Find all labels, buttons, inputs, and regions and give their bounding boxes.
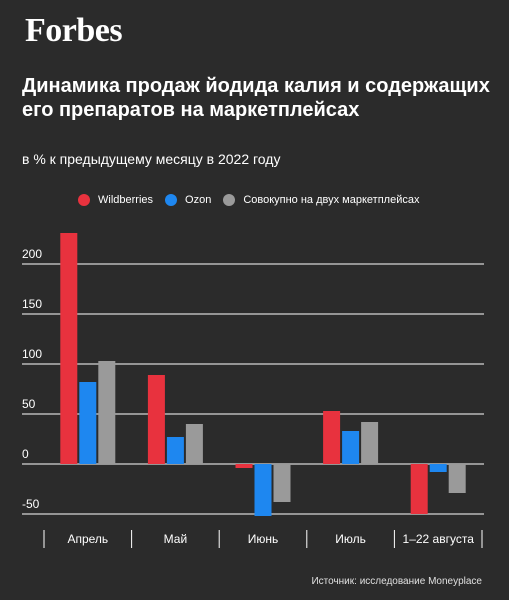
y-tick-label: -50 [22, 497, 40, 511]
legend-item-ozon: Ozon [165, 194, 211, 206]
legend: Wildberries Ozon Совокупно на двух марке… [78, 194, 431, 206]
y-tick-label: 200 [22, 247, 42, 261]
bar-wildberries [60, 233, 78, 464]
x-tick-label: Июль [335, 532, 366, 546]
y-tick-label: 150 [22, 297, 42, 311]
legend-swatch-total [223, 194, 236, 206]
bar-total [361, 422, 379, 464]
bar-total [185, 424, 203, 464]
bar-wildberries [147, 375, 165, 464]
bar-wildberries [323, 411, 341, 464]
y-tick-label: 0 [22, 447, 29, 461]
legend-label-wildberries: Wildberries [98, 194, 154, 206]
bar-wildberries [410, 464, 428, 514]
bar-ozon [79, 382, 97, 464]
source-note: Источник: исследование Moneyplace [311, 576, 482, 587]
bar-total [448, 464, 466, 493]
chart-subtitle: в % к предыдущему месяцу в 2022 году [22, 151, 281, 167]
bar-total [98, 361, 116, 464]
legend-label-total: Совокупно на двух маркетплейсах [243, 194, 420, 206]
legend-item-total: Совокупно на двух маркетплейсах [223, 194, 419, 206]
legend-swatch-ozon [165, 194, 178, 206]
x-tick-label: 1–22 августа [403, 532, 475, 546]
x-tick-label: Июнь [248, 532, 279, 546]
bar-ozon [166, 437, 184, 464]
forbes-logo: Forbes [25, 12, 123, 49]
x-tick-label: Апрель [67, 532, 108, 546]
y-tick-label: 100 [22, 347, 42, 361]
legend-item-wildberries: Wildberries [78, 194, 153, 206]
x-tick-label: Май [164, 532, 188, 546]
bar-total [273, 464, 291, 502]
legend-label-ozon: Ozon [185, 194, 212, 206]
chart-title: Динамика продаж йодида калия и содержащи… [22, 75, 490, 121]
bar-wildberries [235, 464, 253, 468]
bar-ozon [342, 431, 360, 464]
bar-ozon [254, 464, 272, 516]
y-tick-label: 50 [22, 397, 36, 411]
bar-ozon [429, 464, 447, 472]
legend-swatch-wildberries [78, 194, 90, 206]
